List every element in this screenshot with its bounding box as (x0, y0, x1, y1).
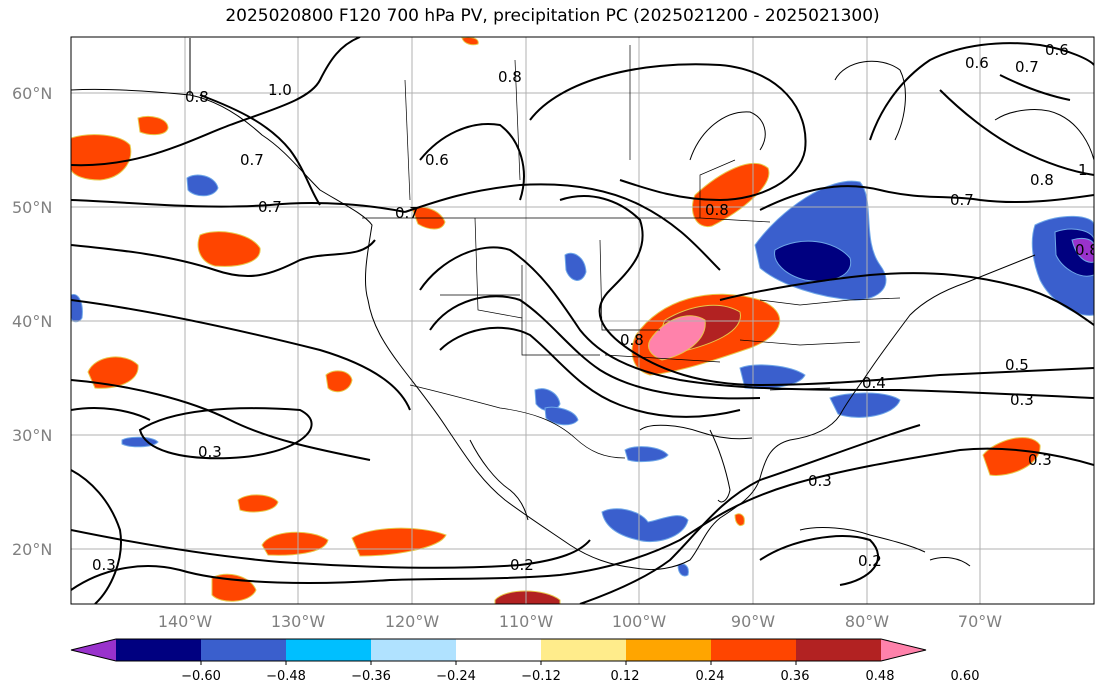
colorbar-swatch (456, 639, 541, 661)
colorbar-tick-label: −0.48 (266, 669, 306, 684)
positive-precip-regions (71, 37, 1041, 604)
lon-label: 80°W (845, 612, 889, 631)
contour-label: 0.7 (395, 204, 419, 222)
chart-title: 2025020800 F120 700 hPa PV, precipitatio… (225, 6, 880, 26)
colorbar-outline (70, 638, 927, 662)
lat-label: 40°N (12, 312, 52, 331)
contour-label: 1.0 (268, 81, 292, 99)
colorbar-swatch (626, 639, 711, 661)
contour-label: 0.8 (1030, 171, 1054, 189)
colorbar-swatch (286, 639, 371, 661)
contour-label: 0.2 (510, 556, 534, 574)
contour-label: 0.7 (240, 151, 264, 169)
contour-label: 0.5 (1005, 356, 1029, 374)
lat-label: 50°N (12, 198, 52, 217)
colorbar-tick-label: 0.12 (611, 669, 640, 684)
political-borders (362, 45, 901, 459)
lon-label: 130°W (271, 612, 326, 631)
coastlines (71, 38, 1094, 571)
lat-label: 60°N (12, 84, 52, 103)
contour-label: 0.7 (950, 191, 974, 209)
colorbar-tick-label: −0.60 (181, 669, 221, 684)
pv-contours (71, 37, 1094, 604)
contour-label: 0.4 (862, 374, 886, 392)
colorbar-tick-label: 0.24 (696, 669, 725, 684)
colorbar-tick-label: 0.60 (951, 669, 980, 684)
lon-label: 70°W (958, 612, 1002, 631)
negative-precip-regions (71, 174, 1094, 577)
colorbar-swatch (711, 639, 796, 661)
colorbar-tick-labels: −0.60 −0.48 −0.36 −0.24 −0.12 0.12 0.24 … (181, 669, 979, 684)
contour-label: 0.7 (258, 198, 282, 216)
colorbar-tick-label: 0.36 (781, 669, 810, 684)
contour-label: 0.8 (620, 331, 644, 349)
colorbar-tick-label: −0.24 (436, 669, 476, 684)
gridlines (71, 37, 1094, 604)
contour-label: 0.2 (858, 552, 882, 570)
contour-label: 0.3 (1028, 451, 1052, 469)
colorbar-swatch (796, 639, 881, 661)
longitude-labels: 140°W 130°W 120°W 110°W 100°W 90°W 80°W … (158, 612, 1002, 631)
contour-labels: 0.8 1.0 0.8 0.7 0.7 0.6 0.7 0.8 0.8 0.7 … (92, 41, 1099, 574)
colorbar-extend-min (71, 639, 116, 661)
contour-label: 0.8 (1075, 241, 1099, 259)
colorbar-tick-label: −0.36 (351, 669, 391, 684)
colorbar-swatch (371, 639, 456, 661)
contour-label: 0.6 (965, 54, 989, 72)
contour-label: 0.3 (808, 472, 832, 490)
contour-label: 0.3 (92, 556, 116, 574)
lat-label: 20°N (12, 540, 52, 559)
colorbar-extend-max (881, 639, 926, 661)
lon-label: 140°W (158, 612, 213, 631)
map-frame (70, 36, 1095, 605)
latitude-labels: 20°N 30°N 40°N 50°N 60°N (12, 84, 52, 559)
contour-label: 0.3 (1010, 391, 1034, 409)
contour-label: 0.7 (1015, 58, 1039, 76)
contour-label: 0.8 (498, 68, 522, 86)
colorbar-tick-label: −0.12 (521, 669, 561, 684)
lon-label: 120°W (385, 612, 440, 631)
contour-label: 0.6 (1045, 41, 1069, 59)
colorbar-tick-label: 0.48 (866, 669, 895, 684)
lon-label: 90°W (731, 612, 775, 631)
lon-label: 110°W (499, 612, 554, 631)
contour-label: 0.8 (185, 88, 209, 106)
contour-label: 0.6 (425, 151, 449, 169)
colorbar-swatch (201, 639, 286, 661)
map-area: 0.8 1.0 0.8 0.7 0.7 0.6 0.7 0.8 0.8 0.7 … (71, 37, 1099, 604)
contour-label: 1 (1078, 161, 1088, 179)
colorbar-swatch (116, 639, 201, 661)
lat-label: 30°N (12, 426, 52, 445)
contour-label: 0.3 (198, 443, 222, 461)
lon-label: 100°W (612, 612, 667, 631)
colorbar (70, 638, 927, 665)
contour-label: 0.8 (705, 201, 729, 219)
colorbar-swatch (541, 639, 626, 661)
